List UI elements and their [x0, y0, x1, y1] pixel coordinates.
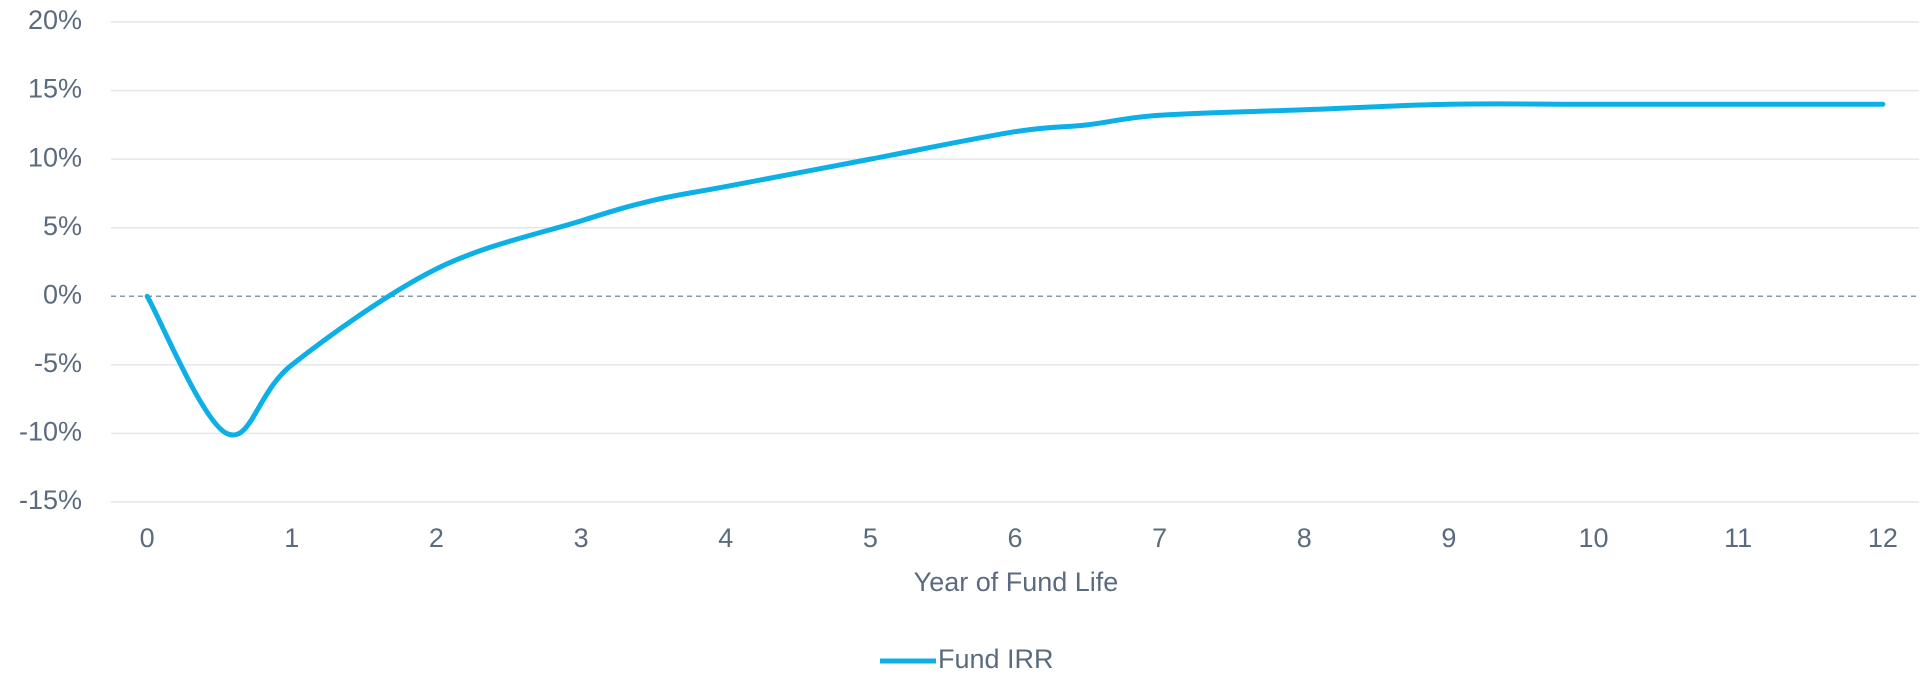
y-tick-label: 5%: [43, 211, 82, 241]
y-tick-label: 10%: [28, 142, 82, 172]
y-tick-label: 15%: [28, 74, 82, 104]
y-tick-label: 20%: [28, 5, 82, 35]
x-tick-label: 9: [1441, 523, 1456, 553]
x-tick-label: 3: [574, 523, 589, 553]
x-tick-label: 5: [863, 523, 878, 553]
y-tick-label: 0%: [43, 279, 82, 309]
x-tick-label: 2: [429, 523, 444, 553]
legend-label: Fund IRR: [938, 644, 1054, 674]
y-tick-label: -10%: [19, 417, 82, 447]
x-tick-label: 0: [140, 523, 155, 553]
x-tick-label: 6: [1007, 523, 1022, 553]
x-tick-label: 8: [1297, 523, 1312, 553]
x-tick-label: 1: [284, 523, 299, 553]
y-tick-label: -15%: [19, 485, 82, 515]
x-tick-label: 10: [1579, 523, 1609, 553]
y-tick-label: -5%: [34, 348, 82, 378]
x-tick-label: 4: [718, 523, 733, 553]
x-tick-label: 12: [1868, 523, 1898, 553]
line: [144, 101, 1886, 438]
x-tick-label: 7: [1152, 523, 1167, 553]
x-tick-label: 11: [1724, 523, 1752, 553]
x-axis-title: Year of Fund Life: [914, 567, 1119, 597]
